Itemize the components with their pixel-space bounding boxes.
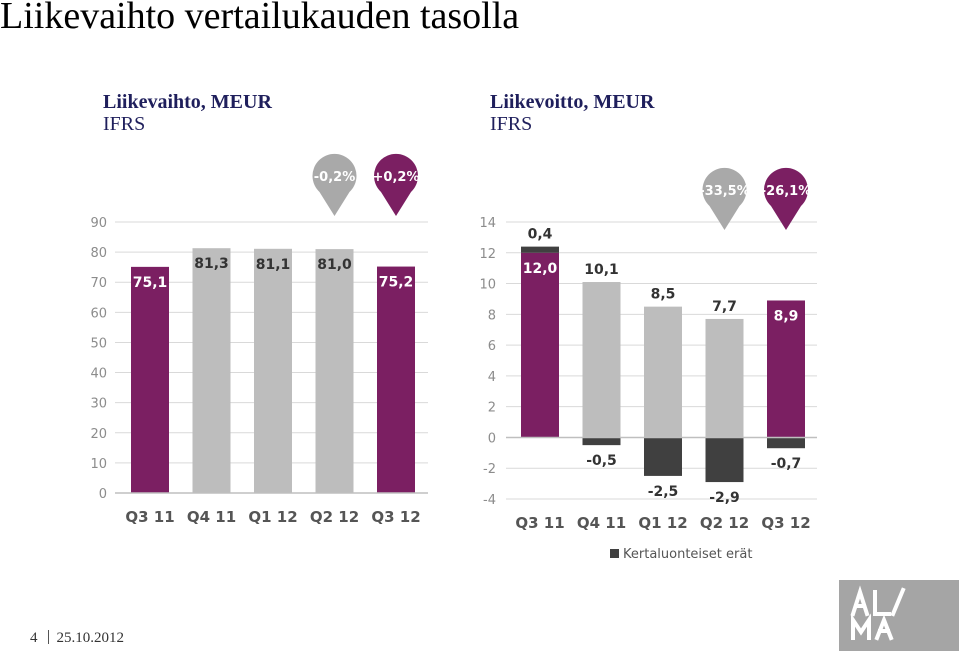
revenue-x-tick-label: Q3 11 (125, 508, 174, 526)
operating-profit-chart: -4 -2 0 2 4 6 8 10 12 14 Q3 11 12,0 Q4 11 10,1 Q1 12 8,… (479, 167, 817, 562)
revenue-callout-0-shape (312, 153, 357, 216)
right-chart-title: Liikevoitto, MEUR (490, 91, 655, 113)
left-chart-subtitle: Liikevaihto, MEUR IFRS (103, 91, 272, 135)
profit-callout-0: -33,5% (699, 167, 750, 230)
revenue-callout-0: -0,2% (312, 153, 357, 216)
footer-divider (47, 630, 49, 644)
profit-y-tick-label: 4 (488, 370, 496, 385)
profit-bar (521, 252, 559, 438)
revenue-y-tick-label: 0 (99, 487, 107, 502)
one-off-data-label: -0,5 (586, 453, 617, 469)
revenue-y-tick-label: 50 (90, 336, 107, 351)
revenue-bar (254, 248, 292, 493)
one-off-data-label: -2,5 (648, 484, 679, 500)
one-off-bar (644, 437, 682, 476)
profit-callout-1: -26,1% (761, 167, 812, 230)
left-chart-title: Liikevaihto, MEUR (103, 91, 272, 113)
profit-callout-0-label: -33,5% (699, 184, 750, 199)
profit-y-tick-label: -2 (483, 462, 496, 477)
profit-x-tick-label: Q3 11 (515, 514, 564, 532)
revenue-x-tick-label: Q4 11 (187, 508, 236, 526)
revenue-y-tick-label: 60 (90, 306, 107, 321)
revenue-bar (131, 266, 169, 493)
right-chart-standard: IFRS (490, 113, 533, 135)
one-off-bar (705, 437, 744, 483)
profit-data-label: 7,7 (712, 299, 737, 315)
profit-y-tick-label: -4 (483, 493, 496, 508)
revenue-y-tick-label: 40 (90, 367, 107, 382)
profit-callout-1-shape (764, 167, 808, 230)
revenue-x-tick-label: Q2 12 (310, 508, 359, 526)
revenue-data-label: 81,3 (194, 256, 229, 272)
legend-swatch (610, 549, 619, 558)
revenue-callout-0-label: -0,2% (314, 170, 355, 185)
profit-bar (705, 318, 744, 438)
alma-logo-mark (850, 585, 906, 641)
profit-data-label: 8,9 (774, 308, 799, 324)
profit-bar (582, 282, 621, 438)
revenue-y-tick-label: 70 (90, 276, 107, 291)
legend-label: Kertaluonteiset erät (623, 547, 752, 562)
revenue-callout-1-label: +0,2% (373, 170, 420, 185)
revenue-y-tick-label: 30 (90, 397, 107, 412)
revenue-bar (377, 266, 415, 493)
revenue-data-label: 81,0 (317, 257, 352, 273)
profit-y-tick-label: 10 (479, 278, 496, 293)
revenue-x-tick-label: Q1 12 (248, 508, 297, 526)
right-chart-subtitle: Liikevoitto, MEUR IFRS (490, 91, 654, 135)
profit-y-tick-label: 14 (479, 216, 496, 231)
profit-data-label: 8,5 (651, 287, 676, 303)
revenue-y-tick-label: 90 (90, 216, 107, 231)
profit-y-tick-label: 6 (488, 339, 496, 354)
profit-legend: Kertaluonteiset erät (610, 547, 752, 562)
revenue-y-tick-label: 10 (90, 457, 107, 472)
profit-data-label: 12,0 (523, 261, 558, 277)
left-chart-standard: IFRS (103, 113, 146, 135)
one-off-data-label: -0,7 (771, 456, 802, 472)
profit-callout-1-label: -26,1% (761, 184, 812, 199)
page-number: 4 (30, 630, 38, 646)
profit-y-tick-label: 8 (488, 308, 496, 323)
profit-callout-0-shape (702, 167, 747, 230)
revenue-y-tick-label: 80 (90, 246, 107, 261)
revenue-callout-1-shape (374, 153, 419, 216)
profit-x-tick-label: Q3 12 (761, 514, 810, 532)
one-off-bar (767, 437, 805, 449)
revenue-x-tick-label: Q3 12 (371, 508, 420, 526)
alma-logo (839, 580, 959, 651)
page-title: Liikevaihto vertailukauden tasolla (0, 0, 520, 37)
footer: 4 25.10.2012 (30, 630, 124, 647)
profit-bar (644, 306, 682, 438)
one-off-bar (521, 246, 559, 253)
footer-date: 25.10.2012 (56, 630, 125, 646)
one-off-data-label: -2,9 (709, 490, 740, 506)
revenue-data-label: 75,2 (379, 275, 414, 291)
revenue-data-label: 75,1 (133, 275, 168, 291)
revenue-callout-1: +0,2% (373, 153, 420, 216)
one-off-bar (582, 437, 621, 446)
profit-y-tick-label: 12 (479, 247, 496, 262)
profit-bar (767, 300, 805, 438)
revenue-data-label: 81,1 (256, 257, 291, 273)
revenue-bar (315, 249, 354, 493)
revenue-y-tick-label: 20 (90, 427, 107, 442)
profit-y-tick-label: 0 (488, 431, 496, 446)
revenue-chart: 0 10 20 30 40 50 60 70 80 90 Q3 11 75,1 Q4 11 81,3 Q1 … (90, 153, 428, 526)
profit-y-tick-label: 2 (488, 401, 496, 416)
one-off-data-label: 0,4 (528, 227, 553, 243)
profit-x-tick-label: Q4 11 (577, 514, 626, 532)
profit-x-tick-label: Q2 12 (700, 514, 749, 532)
revenue-bar (192, 248, 231, 493)
profit-x-tick-label: Q1 12 (638, 514, 687, 532)
profit-data-label: 10,1 (584, 262, 619, 278)
